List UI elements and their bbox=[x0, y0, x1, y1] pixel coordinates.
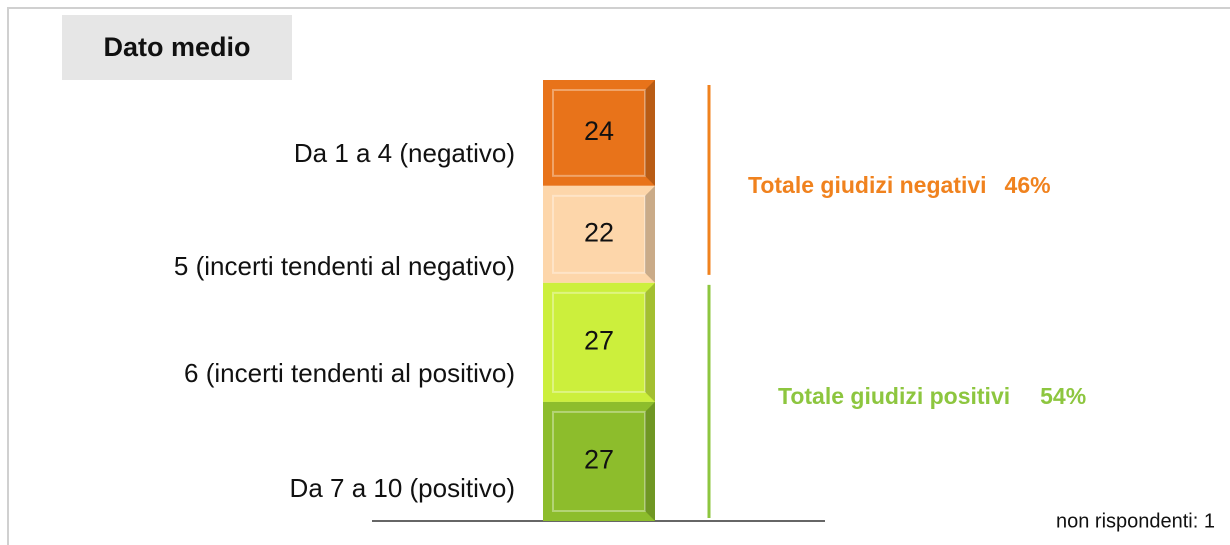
frame bbox=[7, 7, 1230, 545]
note: non rispondenti: 1 bbox=[1056, 510, 1215, 532]
bevel-shade bbox=[645, 282, 655, 402]
chart-title: Dato medio bbox=[103, 32, 250, 62]
bevel-shade bbox=[645, 185, 655, 283]
bevel-shade bbox=[645, 401, 655, 521]
annotation-value: 54% bbox=[1040, 383, 1086, 409]
bevel bbox=[552, 410, 646, 512]
data-label: 24 bbox=[584, 116, 614, 146]
bevel bbox=[552, 89, 646, 177]
category-label: Da 1 a 4 (negativo) bbox=[294, 138, 515, 168]
bevel-shade bbox=[645, 80, 655, 186]
annotation: Totale giudizi negativi bbox=[748, 172, 987, 198]
annotation: Totale giudizi positivi bbox=[778, 383, 1010, 409]
data-label: 22 bbox=[584, 217, 614, 247]
data-label: 27 bbox=[584, 445, 614, 475]
annotation-value: 46% bbox=[1005, 172, 1051, 198]
bevel bbox=[552, 291, 646, 393]
category-label: 6 (incerti tendenti al positivo) bbox=[184, 358, 515, 388]
data-label: 27 bbox=[584, 326, 614, 356]
category-label: 5 (incerti tendenti al negativo) bbox=[174, 251, 515, 281]
title-box bbox=[62, 15, 292, 80]
category-label: Da 7 a 10 (positivo) bbox=[290, 473, 515, 503]
bevel bbox=[552, 194, 646, 274]
